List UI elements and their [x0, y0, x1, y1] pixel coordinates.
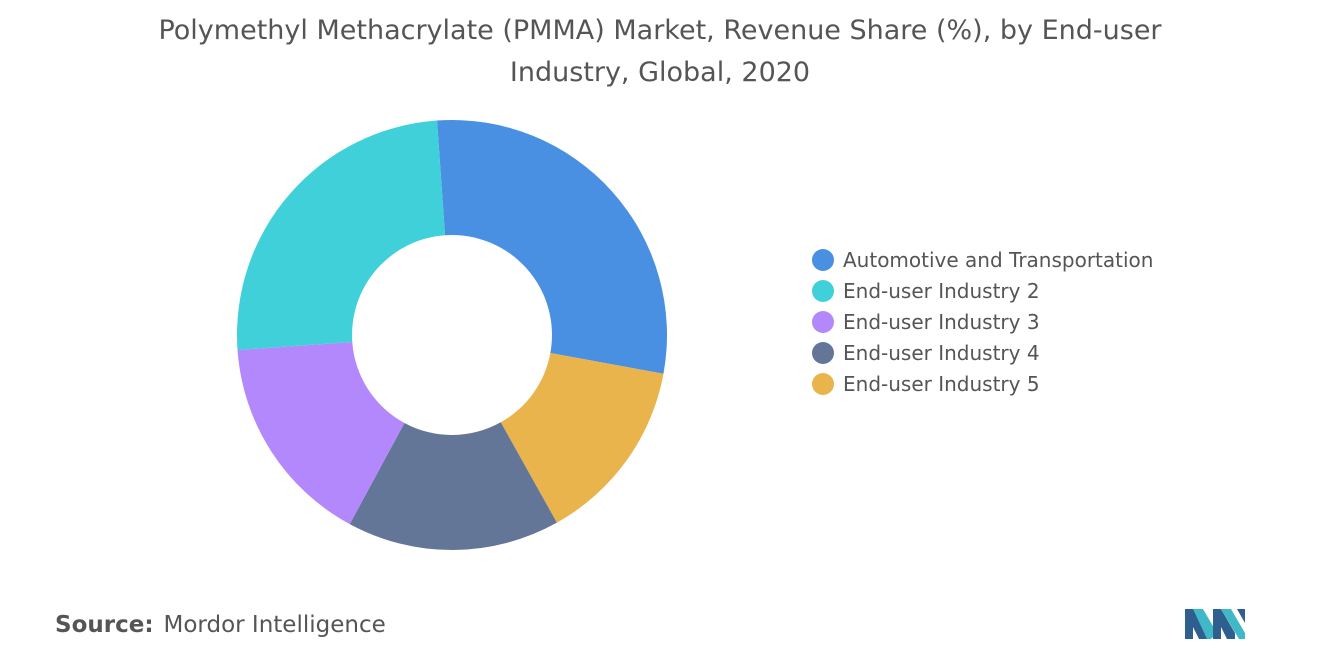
donut-slice-1	[437, 120, 668, 374]
mordor-intelligence-logo	[1185, 609, 1245, 639]
source-label: Source:	[55, 612, 154, 638]
donut-slice-5	[237, 120, 446, 350]
source-value: Mordor Intelligence	[163, 612, 386, 638]
legend-label: End-user Industry 5	[843, 371, 1040, 396]
donut-slices	[237, 120, 668, 550]
legend-item: Automotive and Transportation	[812, 244, 1153, 275]
legend-swatch	[812, 372, 834, 395]
legend-item: End-user Industry 2	[812, 275, 1153, 306]
legend-label: Automotive and Transportation	[843, 247, 1154, 272]
legend-swatch	[812, 310, 834, 333]
legend-item: End-user Industry 5	[812, 368, 1153, 399]
legend-label: End-user Industry 4	[843, 340, 1040, 365]
source-note: Source: Mordor Intelligence	[55, 612, 386, 638]
donut-slice-4	[237, 341, 405, 525]
chart-title-line-2: Industry, Global, 2020	[509, 57, 811, 88]
donut-slice-2	[500, 353, 664, 523]
legend-label: End-user Industry 2	[843, 278, 1040, 303]
legend-swatch	[812, 341, 834, 364]
legend-item: End-user Industry 3	[812, 306, 1153, 337]
donut-slice-3	[349, 422, 557, 550]
chart-title-line-1: Polymethyl Methacrylate (PMMA) Market, R…	[158, 15, 1162, 46]
legend-item: End-user Industry 4	[812, 337, 1153, 368]
legend-label: End-user Industry 3	[843, 309, 1040, 334]
chart-legend: Automotive and Transportation End-user I…	[812, 244, 1153, 399]
legend-swatch	[812, 279, 834, 302]
legend-swatch	[812, 248, 834, 271]
chart-title: Polymethyl Methacrylate (PMMA) Market, R…	[0, 10, 1320, 94]
